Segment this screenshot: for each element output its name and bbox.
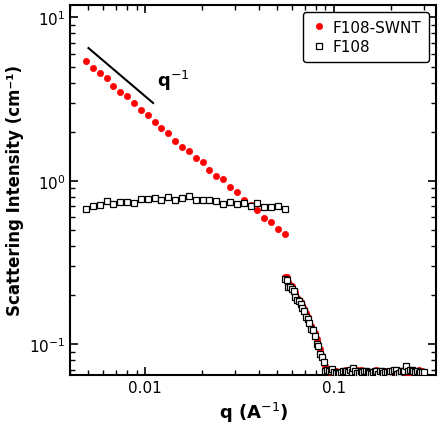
F108-SWNT [84,59,89,64]
F108 [287,284,293,289]
F108 [319,354,324,359]
F108 [367,371,372,376]
F108-SWNT [411,370,416,375]
F108 [186,194,191,199]
F108-SWNT [323,364,328,369]
Text: q$^{-1}$: q$^{-1}$ [157,69,189,93]
X-axis label: q (A$^{-1}$): q (A$^{-1}$) [219,400,288,424]
F108-SWNT [421,369,427,375]
F108 [368,372,373,377]
F108-SWNT [367,369,372,375]
F108 [324,368,330,373]
F108-SWNT [286,280,291,285]
F108-SWNT [418,369,423,374]
Line: F108: F108 [83,193,427,377]
F108-SWNT [317,347,323,352]
F108 [419,370,425,375]
Legend: F108-SWNT, F108: F108-SWNT, F108 [303,13,429,63]
F108 [421,369,427,375]
F108 [84,207,89,212]
Line: F108-SWNT: F108-SWNT [83,59,427,378]
F108-SWNT [360,372,365,377]
Y-axis label: Scattering Intensity (cm⁻¹): Scattering Intensity (cm⁻¹) [6,65,23,316]
F108 [412,370,418,375]
